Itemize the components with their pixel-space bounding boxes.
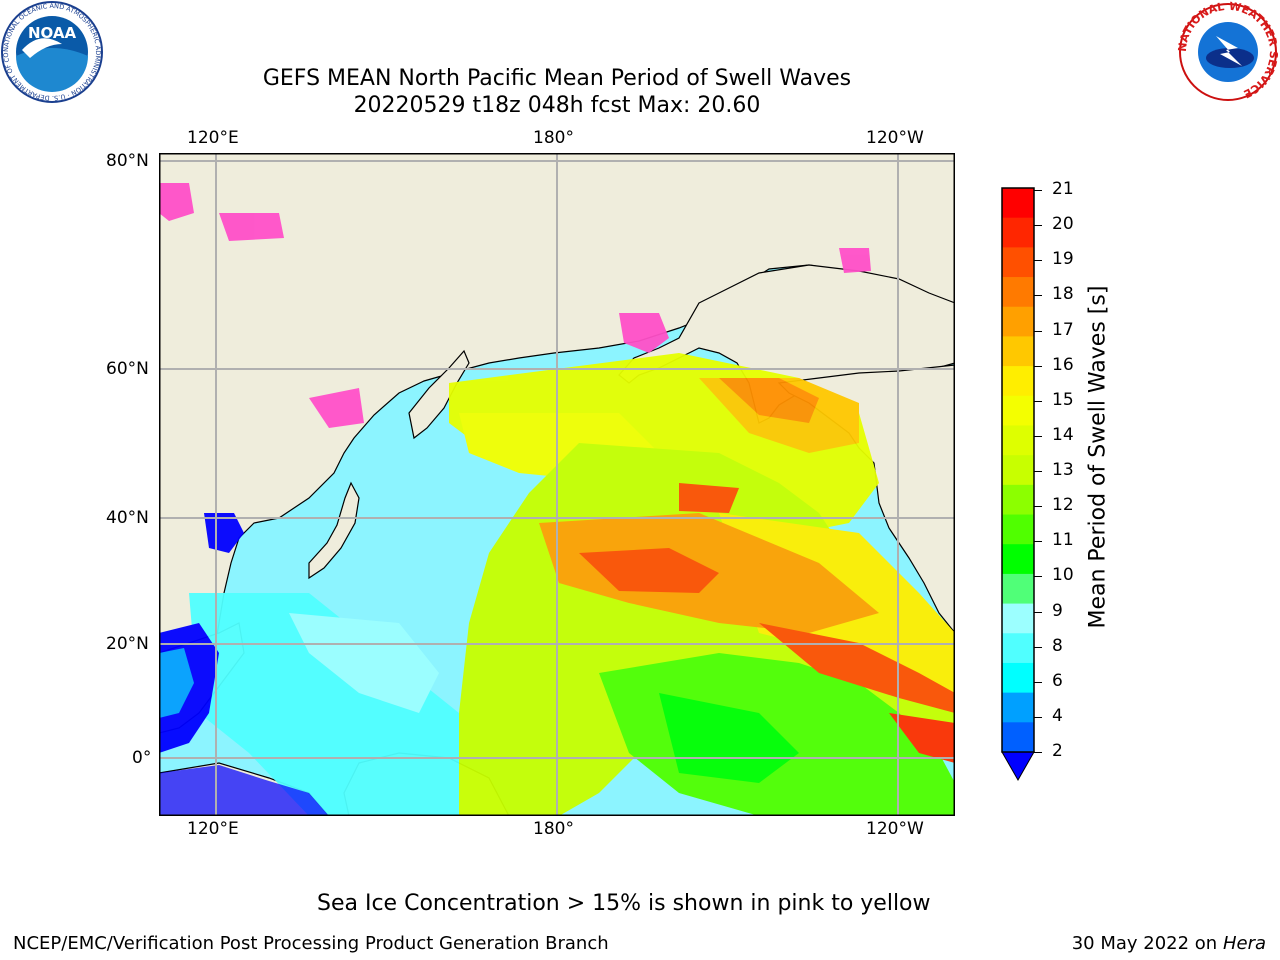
colorbar-extend-arrow — [1001, 751, 1035, 782]
colorbar-band — [1002, 247, 1034, 278]
colorbar-tick-label: 17 — [1052, 319, 1074, 340]
footer-date: 30 May 2022 on Hera — [1072, 933, 1266, 954]
colorbar-tick-mark — [1034, 400, 1042, 402]
colorbar-band — [1002, 722, 1034, 753]
colorbar-tick-mark — [1034, 611, 1042, 613]
map-gridlines — [159, 153, 955, 816]
map-frame — [159, 153, 955, 816]
colorbar-band — [1002, 603, 1034, 634]
colorbar-tick-mark — [1034, 260, 1042, 262]
colorbar-tick-label: 4 — [1052, 705, 1063, 726]
colorbar-tick-mark — [1034, 681, 1042, 683]
colorbar-band — [1002, 455, 1034, 486]
colorbar-tick-label: 18 — [1052, 284, 1074, 305]
colorbar-tick-label: 20 — [1052, 214, 1074, 235]
colorbar-tick-label: 15 — [1052, 389, 1074, 410]
colorbar-band — [1002, 188, 1034, 219]
footer-machine: Hera — [1222, 933, 1266, 954]
colorbar-band — [1002, 573, 1034, 605]
lon-tick-top-120e: 120°E — [187, 128, 239, 148]
footer-date-text: 30 May 2022 on — [1071, 933, 1218, 954]
lat-tick-60n: 60°N — [106, 359, 149, 379]
colorbar-tick-mark — [1034, 541, 1042, 543]
colorbar-tick-label: 12 — [1052, 495, 1074, 516]
colorbar-band — [1002, 633, 1034, 664]
nws-logo: NATIONAL WEATHER SERVICE — [1176, 0, 1280, 101]
colorbar-band — [1002, 217, 1034, 248]
colorbar-tick-label: 14 — [1052, 424, 1074, 445]
colorbar-band — [1002, 425, 1034, 456]
colorbar-tick-label: 11 — [1052, 530, 1074, 551]
colorbar-tick-label: 19 — [1052, 249, 1074, 270]
colorbar-tick-label: 8 — [1052, 635, 1063, 656]
land-japan — [308, 481, 360, 580]
colorbar-tick-label: 6 — [1052, 670, 1063, 691]
colorbar-band — [1002, 514, 1034, 545]
colorbar-tick-mark — [1034, 506, 1042, 508]
lon-tick-top-180: 180° — [533, 128, 574, 148]
colorbar-band — [1002, 544, 1034, 575]
lat-tick-80n: 80°N — [106, 151, 149, 171]
colorbar-tick-mark — [1034, 471, 1042, 472]
lat-tick-40n: 40°N — [106, 508, 149, 528]
colorbar-tick-mark — [1034, 576, 1042, 578]
colorbar-tick-mark — [1034, 330, 1042, 332]
lat-tick-20n: 20°N — [106, 634, 149, 654]
colorbar-band — [1002, 336, 1034, 367]
colorbar-tick-mark — [1034, 752, 1042, 753]
noaa-logo-text: NOAA — [28, 24, 77, 42]
colorbar-tick-label: 9 — [1052, 600, 1063, 621]
colorbar-tick-mark — [1034, 716, 1042, 718]
colorbar-band — [1002, 277, 1034, 308]
colorbar-band — [1002, 366, 1034, 397]
colorbar-tick-label: 10 — [1052, 565, 1074, 586]
colorbar-band — [1002, 692, 1034, 723]
title-line-2: 20220529 t18z 048h fcst Max: 20.60 — [353, 93, 761, 118]
noaa-logo: NATIONAL OCEANIC AND ATMOSPHERIC ADMINIS… — [0, 0, 103, 103]
colorbar — [1001, 187, 1035, 782]
colorbar-band — [1002, 306, 1034, 337]
colorbar-title: Mean Period of Swell Waves [s] — [1085, 285, 1111, 629]
colorbar-frame — [1001, 187, 1035, 753]
colorbar-tick-mark — [1034, 190, 1042, 191]
colorbar-band — [1002, 662, 1034, 694]
footer-producer: NCEP/EMC/Verification Post Processing Pr… — [13, 933, 609, 954]
land-kamchatka — [408, 349, 470, 440]
colorbar-tick-mark — [1034, 435, 1042, 437]
colorbar-tick-mark — [1034, 646, 1042, 648]
lon-tick-top-120w: 120°W — [866, 128, 924, 148]
colorbar-tick-mark — [1034, 365, 1042, 367]
colorbar-tick-label: 21 — [1052, 179, 1074, 199]
lat-tick-0: 0° — [132, 748, 152, 768]
colorbar-tick-label: 16 — [1052, 354, 1074, 375]
colorbar-tick-mark — [1034, 225, 1042, 227]
swell-period-map — [159, 153, 955, 816]
lon-tick-bottom-120e: 120°E — [187, 819, 239, 839]
sea-ice-note: Sea Ice Concentration > 15% is shown in … — [317, 891, 931, 916]
title-line-1: GEFS MEAN North Pacific Mean Period of S… — [262, 66, 852, 91]
colorbar-tick-label: 2 — [1052, 741, 1063, 761]
colorbar-band — [1002, 395, 1034, 426]
lon-tick-bottom-120w: 120°W — [866, 819, 924, 839]
colorbar-band — [1002, 484, 1034, 516]
lon-tick-bottom-180: 180° — [533, 819, 574, 839]
colorbar-tick-label: 13 — [1052, 460, 1074, 480]
colorbar-tick-mark — [1034, 295, 1042, 297]
